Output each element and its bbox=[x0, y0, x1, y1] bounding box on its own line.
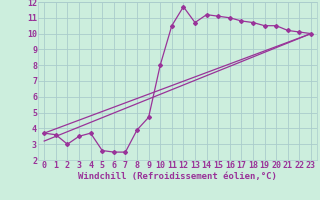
X-axis label: Windchill (Refroidissement éolien,°C): Windchill (Refroidissement éolien,°C) bbox=[78, 172, 277, 181]
